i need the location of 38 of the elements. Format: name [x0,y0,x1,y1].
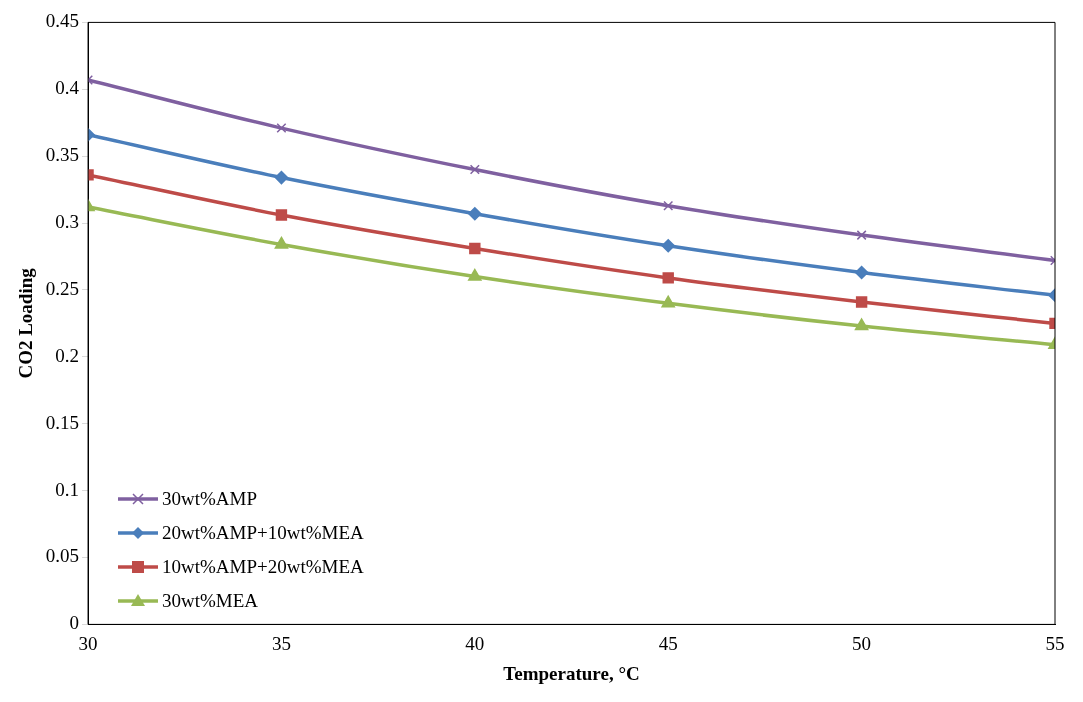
y-tick-label: 0 [69,612,80,634]
y-tick-label: 0.2 [55,344,80,366]
x-axis-title: Temperature, °C [503,662,640,684]
point [469,164,480,175]
point [856,230,867,241]
y-tick-label: 0.4 [55,77,80,99]
point [854,318,869,331]
legend-label: 30wt%MEA [162,589,259,614]
y-axis-title: CO2 Loading [15,267,37,379]
y-tick-label: 0.05 [45,545,80,567]
x-tick-label: 50 [852,632,872,654]
legend-label: 20wt%AMP+10wt%MEA [162,521,364,546]
x-tick-label: 35 [271,632,291,654]
legend-label: 10wt%AMP+20wt%MEA [162,555,364,580]
y-tick-label: 0.3 [55,211,80,233]
point [469,242,481,255]
point [468,206,482,221]
legend-label: 30wt%AMP [162,487,258,512]
point [661,295,676,308]
point [855,296,868,308]
point [274,170,289,185]
point [468,268,482,281]
x-tick-label: 30 [78,632,98,654]
point [274,236,289,249]
point [854,265,869,280]
point [663,200,674,211]
y-tick-label: 0.25 [45,277,80,299]
y-tick-label: 0.45 [45,10,80,32]
x-tick-label: 40 [465,632,485,654]
x-tick-label: 45 [658,632,678,654]
point [275,209,288,221]
point [276,123,287,134]
x-tick-label: 55 [1045,632,1065,654]
point [662,272,674,284]
y-tick-label: 0.35 [45,144,80,166]
y-tick-label: 0.15 [45,411,80,433]
point [661,239,675,253]
y-tick-label: 0.1 [55,478,80,500]
